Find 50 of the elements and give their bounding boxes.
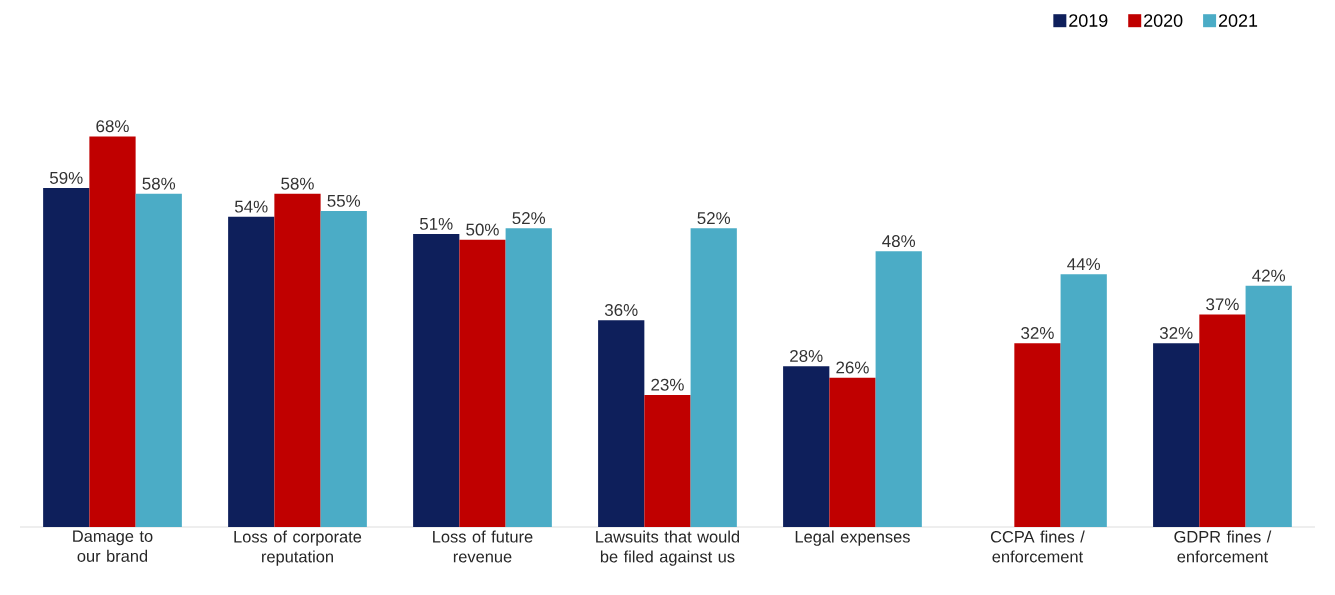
x-tick-label: Loss of corporate reputation [234,530,362,566]
data-label: 52% [512,212,546,225]
data-label: 32% [1021,326,1054,339]
bar [274,193,321,527]
data-label: 54% [234,200,268,213]
bar [320,211,367,527]
bar [1060,274,1107,527]
bar [1199,314,1246,527]
data-label: 37% [1206,298,1239,311]
bar [875,251,922,527]
data-label: 48% [882,235,916,248]
data-label: 26% [836,361,869,374]
data-label: 55% [327,194,361,207]
data-label: 36% [604,304,638,317]
data-label: 58% [281,177,314,190]
bar [598,320,645,527]
bar [783,366,830,527]
bar [690,228,737,527]
bar [43,188,90,527]
data-label: 23% [651,378,684,391]
bar [1245,285,1292,527]
data-label: 28% [790,349,823,362]
data-label: 44% [1067,258,1101,271]
x-tick-label: CCPA fines / enforcement [990,530,1085,563]
legend-label: 2020 [1144,14,1183,27]
bar [413,234,460,527]
x-tick-label: Lawsuits that would be filed against us [596,530,740,566]
x-tick-label: Loss of future revenue [433,530,533,563]
data-label: 50% [466,223,499,236]
data-label: 32% [1159,326,1193,339]
bar [89,136,136,527]
bar [135,193,182,527]
legend-label: 2021 [1218,14,1258,27]
bar [459,239,506,527]
bar [644,394,691,527]
x-tick-label: Legal expenses [795,530,910,546]
x-tick-label: GDPR fines / enforcement [1174,530,1272,563]
data-label: 42% [1252,269,1286,282]
bar [1014,343,1061,527]
data-label: 58% [142,177,176,190]
data-label: 68% [96,120,129,133]
bar [228,216,275,527]
data-label: 52% [697,212,731,225]
data-label: 51% [419,217,453,230]
bar [505,228,552,527]
legend-label: 2019 [1069,14,1108,27]
bar [829,377,876,527]
data-label: 59% [49,171,83,184]
x-tick-label: Damage to our brand [73,530,153,562]
bar [1153,343,1200,527]
